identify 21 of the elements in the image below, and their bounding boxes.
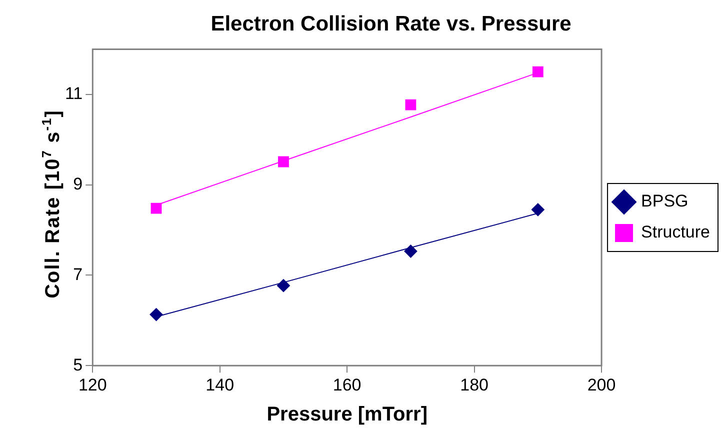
x-tick-label: 140 xyxy=(206,375,234,394)
point xyxy=(276,279,290,292)
x-tick-label: 180 xyxy=(460,375,488,394)
legend-label: BPSG xyxy=(641,192,688,211)
point xyxy=(532,66,544,78)
x-tick-label: 200 xyxy=(587,375,616,394)
x-tick-label: 120 xyxy=(78,375,107,394)
y-tick-label: 11 xyxy=(64,84,83,104)
y-tick-label: 5 xyxy=(73,355,83,374)
x-axis-title: Pressure [mTorr] xyxy=(266,404,428,426)
point xyxy=(405,99,416,110)
point xyxy=(278,156,289,168)
legend-label: Structure xyxy=(641,222,710,242)
y-tick-label: 9 xyxy=(73,174,83,194)
point xyxy=(150,308,163,322)
x-tick-label: 160 xyxy=(332,375,362,394)
point xyxy=(531,203,544,216)
point xyxy=(404,244,418,258)
point xyxy=(150,202,162,214)
y-tick-label: 7 xyxy=(73,264,83,284)
chart-title: Electron Collision Rate vs. Pressure xyxy=(210,12,572,36)
